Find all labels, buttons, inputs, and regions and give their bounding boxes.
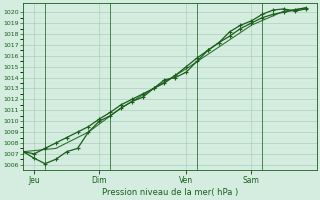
X-axis label: Pression niveau de la mer( hPa ): Pression niveau de la mer( hPa ) — [102, 188, 238, 197]
